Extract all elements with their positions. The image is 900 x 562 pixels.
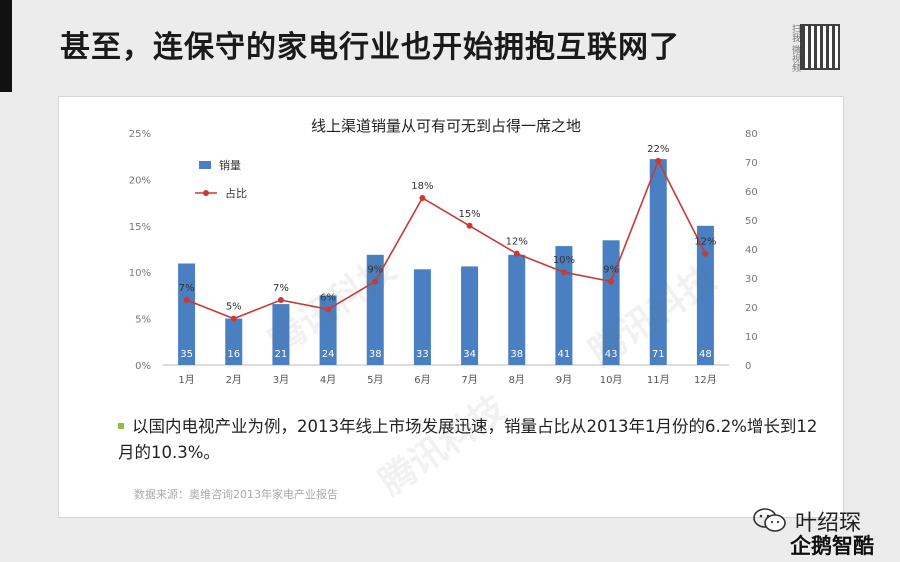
x-tick-label: 6月 — [414, 374, 430, 386]
line-value-label: 7% — [273, 283, 289, 294]
x-tick-label: 9月 — [556, 374, 572, 386]
legend-bar-swatch — [199, 161, 211, 169]
x-tick-label: 1月 — [178, 374, 194, 386]
bar — [508, 254, 526, 365]
x-tick-label: 3月 — [273, 374, 289, 386]
x-tick-label: 5月 — [367, 374, 383, 386]
bar-value-label: 71 — [652, 349, 665, 360]
legend-bar-label: 销量 — [219, 158, 241, 172]
line-value-label: 5% — [226, 302, 242, 313]
bar — [272, 304, 290, 365]
y-right-tick-label: 30 — [745, 274, 758, 285]
line-point — [419, 194, 426, 201]
x-tick-label: 10月 — [600, 374, 623, 386]
line-value-label: 12% — [694, 237, 716, 248]
wechat-icon — [753, 508, 786, 532]
bar — [413, 269, 431, 365]
line-point — [513, 250, 520, 257]
y-left-tick-label: 5% — [135, 315, 151, 326]
bar — [696, 225, 714, 365]
page-title: 甚至，连保守的家电行业也开始拥抱互联网了 — [60, 30, 680, 65]
y-right-tick-label: 80 — [745, 129, 758, 140]
legend-line-marker — [203, 190, 209, 196]
y-left-tick-label: 25% — [129, 129, 151, 140]
line-value-label: 12% — [506, 237, 528, 248]
y-left-tick-label: 20% — [129, 175, 151, 186]
x-tick-label: 12月 — [694, 374, 717, 386]
line-point — [372, 278, 379, 285]
footer-author: 叶绍琛 — [795, 511, 862, 536]
line-point — [655, 157, 662, 164]
y-right-tick-label: 50 — [745, 216, 758, 227]
legend-line-label: 占比 — [225, 186, 247, 200]
qr-caption: 扫我 微视频 — [790, 24, 800, 72]
line-value-label: 10% — [553, 255, 575, 266]
y-right-tick-label: 40 — [745, 245, 758, 256]
qr-code-icon[interactable] — [800, 24, 840, 70]
bar — [178, 263, 196, 365]
line-point — [183, 297, 190, 304]
bar-value-label: 21 — [275, 349, 288, 360]
y-left-tick-label: 0% — [135, 361, 151, 372]
bar-value-label: 35 — [180, 349, 193, 360]
y-right-tick-label: 70 — [745, 158, 758, 169]
chart: 线上渠道销量从可有可无到占得一席之地 0% 5% 10% 15% 20% 25% 0 10 20 3… — [129, 117, 758, 386]
line-point — [230, 315, 237, 322]
bar — [649, 159, 667, 365]
bar — [555, 246, 573, 365]
bar-value-label: 16 — [227, 349, 240, 360]
qr-code-block[interactable]: 扫我 微视频 — [770, 22, 840, 74]
line-point — [325, 306, 332, 313]
y-right-tick-label: 60 — [745, 187, 758, 198]
bar-value-label: 38 — [369, 349, 382, 360]
content-panel: 线上渠道销量从可有可无到占得一席之地 0% 5% 10% 15% 20% 25% 0 10 20 3… — [58, 96, 844, 518]
bar — [366, 254, 384, 365]
bar-value-label: 38 — [510, 349, 523, 360]
note-paragraph: 以国内电视产业为例，2013年线上市场发展迅速，销量占比从2013年1月份的6.… — [118, 414, 818, 466]
bar-value-label: 43 — [605, 349, 618, 360]
y-left-tick-label: 15% — [129, 222, 151, 233]
line-value-label: 9% — [603, 264, 619, 275]
line-point — [560, 269, 567, 276]
line-value-label: 15% — [458, 209, 480, 220]
footer-brand: 企鹅智酷 — [790, 534, 874, 558]
bar-value-label: 34 — [463, 349, 476, 360]
y-right-tick-label: 0 — [745, 361, 751, 372]
note-text: 以国内电视产业为例，2013年线上市场发展迅速，销量占比从2013年1月份的6.… — [118, 417, 818, 462]
line-point — [702, 250, 709, 257]
x-tick-label: 7月 — [461, 374, 477, 386]
bar — [461, 266, 479, 365]
bar — [225, 318, 243, 365]
x-tick-label: 8月 — [509, 374, 525, 386]
x-tick-label: 11月 — [647, 374, 670, 386]
series-line — [186, 158, 707, 320]
left-accent-bar — [0, 0, 12, 92]
x-tick-label: 2月 — [226, 374, 242, 386]
data-source: 数据来源：奥维咨询2013年家电产业报告 — [134, 488, 338, 501]
line-value-label: 18% — [411, 181, 433, 192]
y-right-tick-label: 10 — [745, 332, 758, 343]
chart-title: 线上渠道销量从可有可无到占得一席之地 — [311, 117, 581, 135]
bar — [319, 295, 337, 365]
bar-value-label: 41 — [558, 349, 571, 360]
y-right-tick-label: 20 — [745, 303, 758, 314]
bullet-icon — [118, 422, 124, 429]
bar-value-label: 24 — [322, 349, 335, 360]
line-value-label: 9% — [367, 264, 383, 275]
bar-value-label: 48 — [699, 349, 712, 360]
line-point — [608, 278, 615, 285]
line-value-label: 7% — [179, 283, 195, 294]
x-tick-label: 4月 — [320, 374, 336, 386]
line-value-label: 6% — [320, 292, 336, 303]
line-point — [466, 222, 473, 229]
line-value-label: 22% — [647, 144, 669, 155]
bar-value-label: 33 — [416, 349, 429, 360]
y-left-tick-label: 10% — [129, 268, 151, 279]
line-point — [277, 297, 284, 304]
